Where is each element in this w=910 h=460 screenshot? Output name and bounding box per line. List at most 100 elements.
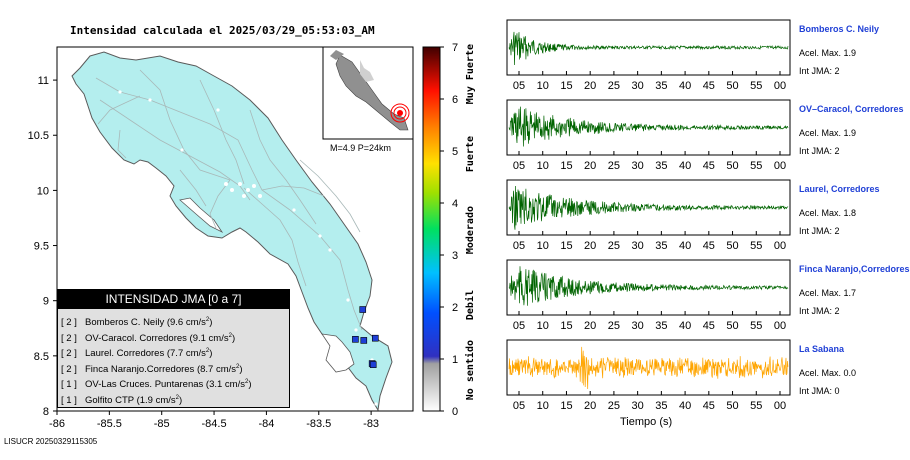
- time-axis-label: Tiempo (s): [620, 416, 673, 428]
- trace-x-tick-label: 45: [703, 400, 715, 412]
- trace-x-tick-label: 55: [750, 400, 762, 412]
- trace-x-tick-label: 25: [608, 80, 620, 92]
- trace-x-tick-label: 25: [608, 320, 620, 332]
- station-marker: [372, 334, 379, 342]
- trace-x-tick-label: 55: [750, 80, 762, 92]
- trace-station-name: OV–Caracol, Corredores: [799, 104, 904, 114]
- trace-x-tick-label: 30: [632, 320, 644, 332]
- trace-x-tick-label: 50: [726, 240, 738, 252]
- trace-x-tick-label: 15: [560, 240, 572, 252]
- trace-acc-max: Acel. Max. 1.7: [799, 288, 857, 298]
- trace-acc-max: Acel. Max. 1.9: [799, 128, 857, 138]
- trace-x-tick-label: 35: [655, 400, 667, 412]
- map-x-tick-label: -83: [363, 418, 379, 430]
- trace-x-tick-label: 35: [655, 240, 667, 252]
- trace-x-tick-label: 10: [537, 80, 549, 92]
- trace-x-tick-label: 55: [750, 160, 762, 172]
- legend-row: [ 2 ] Bomberos C. Neily (9.6 cm/s2): [58, 313, 289, 329]
- trace-x-tick-label: 55: [750, 320, 762, 332]
- trace-x-tick-label: 30: [632, 240, 644, 252]
- legend-level: [ 1 ]: [61, 394, 77, 406]
- waveform-line: [508, 31, 789, 66]
- trace-int-jma: Int JMA: 2: [799, 146, 840, 156]
- colorbar-tick-label: 1: [452, 354, 458, 366]
- station-marker: [360, 337, 368, 344]
- trace-int-jma: Int JMA: 2: [799, 226, 840, 236]
- colorbar-tick-label: 7: [452, 42, 458, 54]
- legend-station-name: Laurel. Corredores: [85, 348, 167, 360]
- waveform-trace: 05 10 15 20 25 30 35 40 45 50 55 00: [506, 179, 791, 252]
- trace-x-tick-label: 00: [774, 400, 786, 412]
- legend-level: [ 2 ]: [61, 348, 77, 360]
- trace-x-tick-label: 30: [632, 400, 644, 412]
- map-x-tick-label: -83.5: [306, 418, 331, 430]
- waveform-trace: 05 10 15 20 25 30 35 40 45 50 55 00: [506, 339, 791, 412]
- map-x-tick-label: -86: [49, 418, 65, 430]
- legend-row: [ 2 ] Laurel. Corredores (7.7 cm/s2): [58, 344, 289, 360]
- trace-x-tick-label: 40: [679, 240, 691, 252]
- trace-x-tick-label: 05: [513, 400, 525, 412]
- footer-id: LISUCR 20250329115305: [4, 437, 98, 446]
- legend-station-value: (1.9 cm/s2): [136, 394, 183, 406]
- inset-map: [322, 46, 414, 140]
- trace-x-tick-label: 45: [703, 320, 715, 332]
- waveform-trace: 05 10 15 20 25 30 35 40 45 50 55 00: [506, 259, 791, 332]
- trace-station-name: Finca Naranjo,Corredores: [799, 264, 910, 274]
- trace-acc-max: Acel. Max. 1.8: [799, 208, 857, 218]
- station-marker: [359, 306, 367, 313]
- trace-x-tick-label: 35: [655, 160, 667, 172]
- trace-station-name: Laurel, Corredores: [799, 184, 880, 194]
- town-markers: [118, 90, 378, 406]
- trace-station-name: Bomberos C. Neily: [799, 24, 880, 34]
- legend-row: [ 2 ] Finca Naranjo.Corredores (8.7 cm/s2…: [58, 360, 289, 376]
- legend-station-name: Finca Naranjo.Corredores: [85, 363, 197, 375]
- trace-x-tick-label: 50: [726, 320, 738, 332]
- trace-x-tick-label: 25: [608, 160, 620, 172]
- colorbar-tick-label: 5: [452, 146, 458, 158]
- trace-x-tick-label: 45: [703, 160, 715, 172]
- colorbar-tick-label: 6: [452, 94, 458, 106]
- waveform-trace: 05 10 15 20 25 30 35 40 45 50 55 00: [506, 19, 791, 92]
- legend-station-name: Golfito CTP: [85, 394, 137, 406]
- trace-x-tick-label: 40: [679, 80, 691, 92]
- trace-x-tick-label: 25: [608, 400, 620, 412]
- legend-station-name: OV-Las Cruces. Puntarenas: [85, 379, 206, 391]
- map-y-tick-label: 8.5: [34, 351, 49, 363]
- station-marker: [352, 336, 359, 343]
- trace-x-tick-label: 30: [632, 160, 644, 172]
- trace-x-tick-label: 10: [537, 160, 549, 172]
- trace-x-tick-label: 35: [655, 80, 667, 92]
- map-x-tick-label: -84: [258, 418, 274, 430]
- legend-row: [ 2 ] OV-Caracol. Corredores (9.1 cm/s2): [58, 329, 289, 345]
- trace-x-tick-label: 15: [560, 160, 572, 172]
- legend-level: [ 2 ]: [61, 332, 77, 344]
- trace-frame: [506, 339, 791, 396]
- trace-x-tick-label: 45: [703, 80, 715, 92]
- trace-x-tick-label: 15: [560, 400, 572, 412]
- map-title: Intensidad calculada el 2025/03/29_05:53…: [70, 24, 375, 37]
- trace-x-tick-label: 05: [513, 240, 525, 252]
- legend-station-name: OV-Caracol. Corredores: [85, 332, 190, 344]
- trace-x-tick-label: 40: [679, 400, 691, 412]
- legend-row: [ 1 ] OV-Las Cruces. Puntarenas (3.1 cm/s…: [58, 375, 289, 391]
- map-x-tick-label: -84.5: [202, 418, 227, 430]
- colorbar-ticks: 7 6 5 4 3 2 1 0: [440, 42, 458, 418]
- map-y-ticks: 11 10.5 10 9.5 9 8.5 8: [28, 75, 57, 418]
- trace-x-tick-label: 00: [774, 160, 786, 172]
- trace-x-tick-label: 20: [584, 240, 596, 252]
- trace-x-tick-label: 35: [655, 320, 667, 332]
- trace-x-tick-label: 20: [584, 160, 596, 172]
- map-y-tick-label: 9: [43, 296, 49, 308]
- trace-station-name: La Sabana: [799, 344, 845, 354]
- trace-x-tick-label: 00: [774, 240, 786, 252]
- legend-station-name: Bomberos C. Neily: [85, 317, 167, 329]
- trace-x-tick-label: 20: [584, 80, 596, 92]
- map-x-ticks: -86 -85.5 -85 -84.5 -84 -83.5 -83: [49, 411, 379, 430]
- legend-level: [ 2 ]: [61, 317, 77, 329]
- waveform-line: [508, 185, 789, 230]
- map-y-tick-label: 8: [43, 406, 49, 418]
- trace-x-tick-label: 20: [584, 320, 596, 332]
- trace-int-jma: Int JMA: 2: [799, 66, 840, 76]
- map-x-tick-label: -85: [154, 418, 170, 430]
